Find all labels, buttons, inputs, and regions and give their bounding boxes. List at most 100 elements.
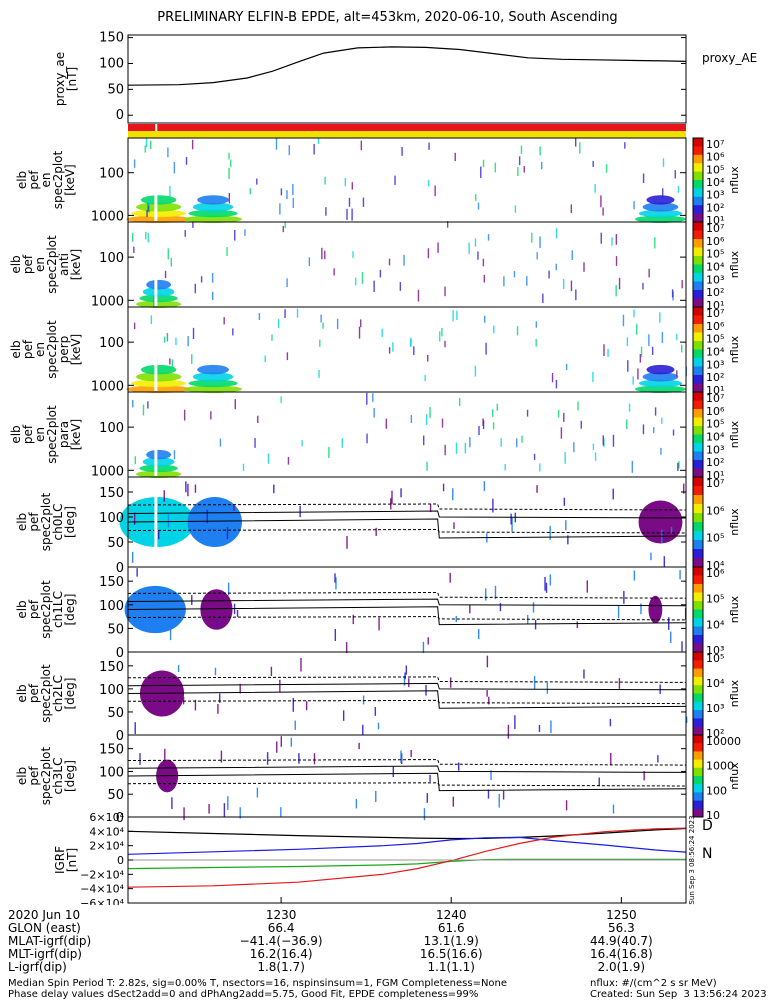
pitch-1-speckle (532, 602, 535, 613)
panel-2-ylabel-3: spec2plot (45, 235, 59, 294)
spectrogram-3-speckle (516, 326, 519, 336)
panel-8-ylabel-0: elb (15, 767, 29, 785)
pitch-3-losscone-solid_upper (127, 765, 687, 773)
spectrogram-4-flux-blob (146, 449, 172, 460)
spectrogram-2-speckle (483, 274, 486, 283)
spectrogram-4-speckle (557, 409, 560, 418)
spectrogram-2-speckle (145, 231, 147, 240)
colorbar-2-band (693, 222, 703, 231)
spectrogram-3-speckle (551, 372, 554, 383)
spectrogram-4-speckle (563, 412, 565, 422)
pitch-0-speckle (375, 527, 377, 536)
pitch-3-speckle (280, 807, 282, 817)
pitch-0-speckle (442, 483, 445, 492)
pitch-2-speckle (514, 715, 516, 730)
spectrogram-2-speckle (184, 230, 186, 237)
pitch-3-tick-label: 100 (99, 765, 124, 780)
panel-8-ylabel-2: spec2plot (39, 746, 53, 805)
colorbar-3-band (693, 349, 703, 359)
colorbar-1-label: 10⁵ (706, 163, 724, 176)
spectrogram-1-speckle (228, 193, 231, 204)
pitch-2-frame (127, 651, 687, 736)
spectrogram-3-speckle (413, 346, 415, 356)
spectrogram-3-speckle (318, 369, 320, 378)
spectrogram-2-speckle (131, 232, 134, 242)
pitch-1-speckle (679, 570, 681, 580)
pitch-2-speckle (374, 706, 377, 716)
spectrogram-2-speckle (361, 272, 364, 284)
panel-6-ylabel-2: spec2plot (39, 580, 53, 639)
spectrogram-3-speckle (409, 339, 412, 347)
colorbar-4-band (693, 460, 703, 469)
pitch-2-tick-label: 150 (99, 660, 124, 675)
spectrogram-3-speckle (392, 342, 394, 352)
colorbar-8-band (693, 767, 703, 777)
x-axis-tick-value: 56.3 (607, 921, 635, 935)
spectrogram-2-speckle (468, 242, 470, 254)
spectrogram-4-speckle (654, 407, 657, 416)
pitch-1-speckle (352, 614, 354, 625)
spectrogram-1-speckle (662, 158, 665, 167)
pitch-3-speckle (358, 742, 360, 750)
pitch-2-speckle (685, 716, 688, 723)
spectrogram-4-speckle (267, 453, 270, 464)
colorbar-3-band (693, 307, 703, 316)
pitch-0-speckle (167, 514, 170, 528)
x-axis-tick-value: 1250 (606, 908, 637, 922)
status-bar-red (128, 124, 686, 131)
colorbar-1-band (693, 138, 703, 147)
panel-5-ylabel-1: pef (27, 512, 41, 532)
pitch-0-speckle (226, 527, 229, 540)
spectrogram-3-speckle (264, 355, 266, 363)
spectrogram-1-speckle (520, 145, 523, 155)
pitch-0-speckle (511, 517, 513, 532)
colorbar-4-band (693, 400, 703, 410)
spectrogram-4-speckle (653, 427, 655, 434)
pitch-0-speckle (206, 509, 208, 524)
colorbar-1-band (693, 154, 703, 164)
spectrogram-4-speckle (642, 424, 645, 435)
x-axis-tick-value: 61.6 (437, 921, 465, 935)
spectrogram-4-speckle (516, 438, 518, 448)
colorbar-8-band (693, 759, 703, 769)
panel-5-ylabel-3: ch0LC (51, 504, 65, 541)
colorbar-6-band (693, 635, 703, 644)
spectrogram-4-speckle (280, 396, 282, 404)
igrf-tick-label: −4×10⁴ (80, 883, 124, 896)
colorbar-1-label: 10⁷ (706, 138, 724, 151)
colorbar-3-band (693, 341, 703, 350)
pitch-3-speckle (565, 800, 568, 811)
pitch-3-speckle (452, 796, 455, 807)
spectrogram-2-speckle (373, 280, 375, 292)
spectrogram-4-speckle (631, 460, 634, 473)
colorbar-4-label: 10⁶ (706, 405, 725, 418)
proxy-ae-tick-label: 150 (99, 31, 124, 46)
pitch-2-speckle (550, 720, 552, 733)
colorbar-1-label: 10² (706, 201, 724, 214)
spectrogram-2-speckle (226, 247, 228, 256)
spectrogram-1-speckle (228, 152, 230, 160)
spectrogram-2-speckle (192, 221, 194, 228)
pitch-2-speckle (403, 675, 406, 686)
panel-0-ylabel-0: proxy_ae (53, 52, 67, 106)
spectrogram-4-flux-blob (135, 470, 182, 478)
panel-1-ylabel-2: en (39, 173, 53, 188)
spectrogram-2-speckle (133, 246, 135, 253)
colorbar-6-label: 10³ (706, 644, 724, 657)
colorbar-4-label: 10¹ (706, 469, 724, 482)
panel-3-ylabel-4: perp (57, 336, 71, 364)
spectrogram-1-speckle (674, 170, 676, 179)
pitch-3-speckle (423, 808, 426, 821)
pitch-0-speckle (391, 490, 393, 505)
spectrogram-2-speckle (571, 250, 573, 260)
pitch-0-speckle (563, 497, 566, 506)
colorbar-4-label: 10² (706, 456, 724, 469)
colorbar-7-band (693, 660, 703, 670)
spectrogram-4-speckle (254, 438, 256, 448)
colorbar-6-band (693, 618, 703, 627)
spectrogram-1-speckle (541, 161, 543, 170)
pitch-1-losscone-solid_upper (127, 598, 687, 607)
spectrogram-1-speckle (346, 208, 348, 220)
spectrogram-1-speckle (173, 161, 176, 174)
pitch-2-speckle (583, 669, 585, 679)
